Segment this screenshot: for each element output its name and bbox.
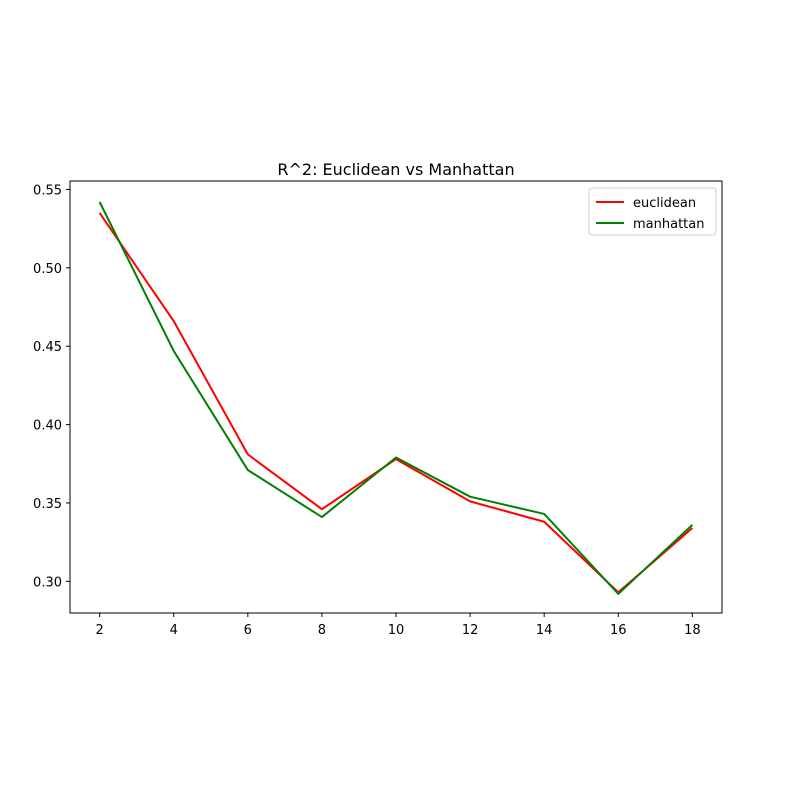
legend: euclidean manhattan [588,187,717,236]
series-line-manhattan [98,201,694,595]
y-tick-label: 0.50 [33,262,62,277]
x-tick-label: 4 [170,623,178,638]
legend-label-manhattan: manhattan [633,217,704,232]
x-axis: 2 4 6 8 10 12 14 16 18 [95,613,701,638]
x-tick-label: 12 [462,623,479,638]
y-tick-label: 0.40 [33,419,62,434]
x-tick-label: 8 [318,623,326,638]
x-tick-label: 14 [536,623,553,638]
legend-label-euclidean: euclidean [633,196,696,211]
x-tick-label: 2 [95,623,103,638]
chart-title: R^2: Euclidean vs Manhattan [277,160,514,179]
x-tick-label: 10 [388,623,405,638]
y-tick-label: 0.30 [33,575,62,590]
series-layer [98,201,694,595]
x-tick-label: 18 [684,623,701,638]
y-tick-label: 0.45 [33,340,62,355]
y-tick-label: 0.35 [33,497,62,512]
y-tick-label: 0.55 [33,183,62,198]
x-tick-label: 6 [244,623,252,638]
x-tick-label: 16 [610,623,627,638]
y-axis: 0.30 0.35 0.40 0.45 0.50 0.55 [33,183,70,590]
series-line-euclidean [98,212,694,594]
